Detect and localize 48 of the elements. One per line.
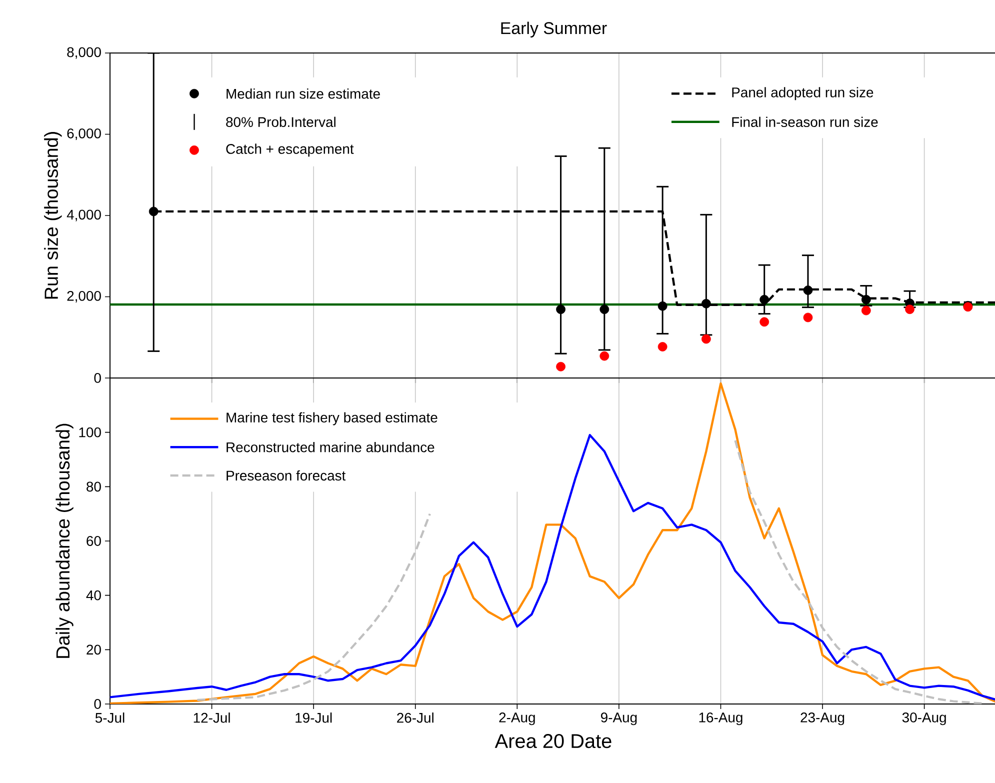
point [760,317,770,327]
point [556,304,566,314]
chart-title: Early Summer [501,22,607,38]
x-tick-label: 2-Aug [499,712,535,726]
x-tick-label: 19-Jul [296,712,332,723]
legend-label: Panel adopted run size [732,87,874,100]
y-axis-title: Run size (thousand) [44,132,62,299]
x-tick-label: 23-Aug [800,712,844,726]
x-tick-label: 30-Aug [902,712,946,726]
x-tick-label: 16-Aug [699,712,742,726]
point [760,294,770,304]
annotation: 80% Prob.Interval [226,116,336,128]
point [861,306,871,316]
point [701,298,711,308]
point [861,294,871,304]
x-axis-title: Area 20 Date [494,734,612,748]
y-tick-label: 6,000 [67,128,101,140]
point [803,286,813,295]
y-tick-label: 80 [86,482,101,492]
x-tick-label: 26-Jul [397,712,434,723]
y-tick-label: 40 [86,590,101,600]
y-tick-label: 0 [94,699,101,709]
legend-label: Preseason forecast [226,470,346,481]
point [701,334,711,344]
y-tick-label: 8,000 [67,47,101,59]
y-tick-label: 20 [86,644,101,655]
point [803,312,813,322]
y-tick-label: 2,000 [67,290,101,303]
point [658,342,668,352]
point [556,362,566,372]
y-tick-label: 4,000 [66,210,101,222]
point [600,351,610,361]
point [148,206,158,216]
point [600,304,610,314]
y-tick-label: 60 [86,536,101,546]
legend-label: Final in-season run size [732,116,878,128]
x-tick-label: 9-Aug [600,712,637,726]
x-tick-label: 12-Jul [194,712,230,723]
legend-label: Catch + escapement [226,144,354,157]
point [658,301,668,311]
point [905,304,914,314]
legend-label: Reconstructed marine abundance [226,442,434,452]
y-tick-label: 100 [79,427,101,438]
y-tick-label: 0 [94,373,101,383]
legend-label: Marine test fishery based estimate [226,412,438,426]
legend-label: Median run size estimate [226,88,380,99]
x-tick-label: 5-Jul [95,712,124,723]
y-axis-title: Daily abundance (thousand) [56,424,74,658]
